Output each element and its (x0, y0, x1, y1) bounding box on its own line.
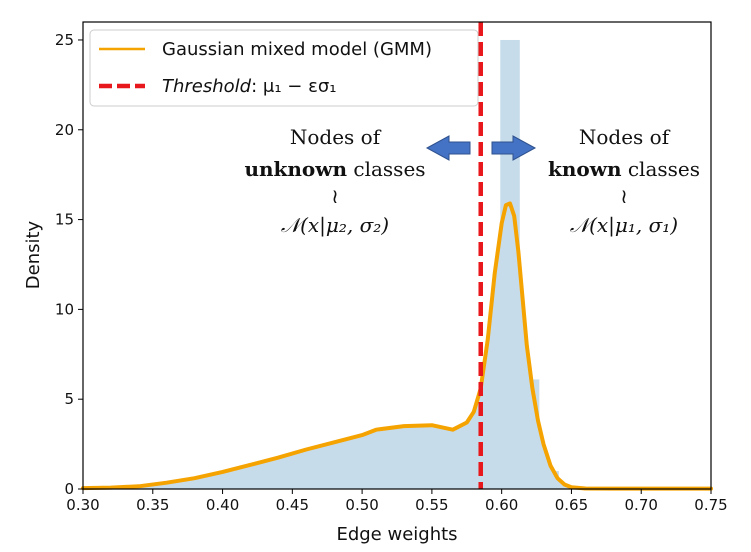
x-tick-label: 0.50 (345, 496, 378, 514)
y-tick-label: 5 (64, 390, 74, 408)
x-tick-label: 0.45 (276, 496, 309, 514)
x-tick-label: 0.30 (66, 496, 99, 514)
x-tick-label: 0.70 (625, 496, 658, 514)
gmm-curve (81, 201, 713, 491)
right-arrow (491, 135, 537, 161)
y-tick-label: 0 (64, 480, 74, 498)
legend-box (89, 29, 479, 107)
x-ticks: 0.30 0.35 0.40 0.45 0.50 0.55 0.60 0.65 0.70 0.75 (66, 489, 728, 514)
x-tick-label: 0.55 (415, 496, 448, 514)
unknown-tilde: ≀ (331, 184, 339, 208)
left-arrow (425, 135, 471, 161)
unknown-classes: classes (347, 157, 426, 181)
gmm-area (83, 203, 711, 489)
x-tick-label: 0.35 (136, 496, 169, 514)
unknown-bold: unknown (244, 157, 347, 181)
y-tick-label: 10 (55, 300, 74, 318)
y-ticks: 0 5 10 15 20 25 (55, 31, 83, 498)
legend-threshold-prefix: Threshold (162, 76, 252, 97)
legend-threshold-suffix: : μ₁ − εσ₁ (251, 76, 336, 97)
plot-frame (82, 21, 712, 490)
known-line1: Nodes of (579, 125, 671, 149)
known-formula: 𝒩(x|μ₁, σ₁) (570, 213, 678, 238)
gmm-series (81, 201, 713, 491)
known-bold: known (548, 157, 622, 181)
known-classes: classes (621, 157, 700, 181)
y-tick-label: 15 (55, 211, 74, 229)
unknown-line1: Nodes of (290, 125, 382, 149)
y-tick-label: 25 (55, 31, 74, 49)
x-tick-label: 0.65 (555, 496, 588, 514)
legend-gmm-label: Gaussian mixed model (GMM) (162, 39, 432, 60)
x-axis-label: Edge weights (336, 524, 457, 545)
unknown-formula: 𝒩(x|μ₂, σ₂) (281, 213, 389, 238)
unknown-line2: unknown classes (244, 157, 425, 181)
legend: Gaussian mixed model (GMM) Threshold: μ₁… (89, 29, 479, 107)
x-tick-label: 0.75 (694, 496, 727, 514)
x-tick-label: 0.40 (206, 496, 239, 514)
y-tick-label: 20 (55, 121, 74, 139)
unknown-annotation: Nodes of unknown classes ≀ 𝒩(x|μ₂, σ₂) (244, 125, 425, 238)
y-axis-label: Density (23, 220, 44, 289)
x-tick-label: 0.60 (485, 496, 518, 514)
known-line2: known classes (548, 157, 700, 181)
legend-threshold-label: Threshold: μ₁ − εσ₁ (162, 76, 336, 97)
known-annotation: Nodes of known classes ≀ 𝒩(x|μ₁, σ₁) (548, 125, 700, 238)
known-tilde: ≀ (620, 184, 628, 208)
